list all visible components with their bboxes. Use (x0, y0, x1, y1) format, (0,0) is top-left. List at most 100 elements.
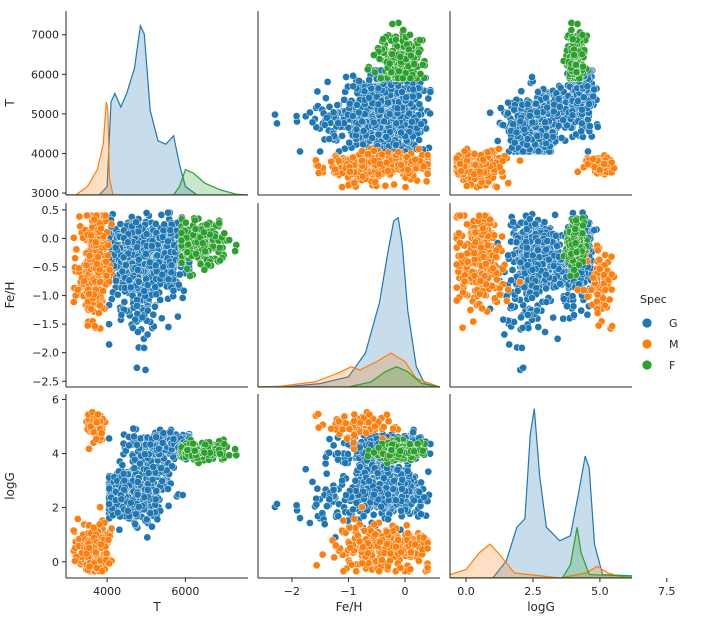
point (375, 55, 384, 63)
point (133, 363, 141, 372)
point (169, 286, 178, 295)
point (414, 48, 423, 57)
point (371, 178, 380, 186)
scatter-series-f (559, 19, 591, 83)
point (471, 160, 480, 169)
point (553, 242, 561, 250)
y-tick-label: 7000 (31, 29, 59, 42)
point (143, 330, 152, 339)
point (292, 112, 301, 120)
point (406, 74, 415, 83)
point (329, 108, 338, 117)
point (585, 100, 594, 108)
point (422, 177, 431, 186)
point (417, 120, 425, 129)
point (334, 119, 343, 128)
point (495, 145, 503, 153)
point (93, 259, 101, 268)
point (528, 73, 536, 81)
point (572, 68, 581, 77)
point (273, 119, 281, 128)
point (358, 117, 366, 126)
point (142, 230, 151, 239)
point (327, 157, 336, 166)
point (387, 68, 396, 77)
point (126, 283, 135, 292)
panel-logG-vs-FeH (449, 203, 632, 388)
point (385, 59, 394, 68)
point (95, 309, 103, 317)
point (323, 113, 331, 122)
point (516, 156, 524, 165)
point (556, 102, 564, 111)
point (549, 107, 558, 116)
point (590, 85, 599, 94)
point (411, 155, 419, 164)
point (117, 311, 126, 319)
point (131, 315, 140, 324)
scatter-series-g (486, 66, 602, 156)
point (407, 117, 416, 126)
point (164, 275, 173, 284)
point (151, 220, 160, 228)
point (101, 211, 110, 220)
point (404, 165, 412, 174)
point (140, 287, 148, 295)
point (90, 215, 99, 224)
point (607, 158, 616, 167)
point (181, 218, 190, 227)
point (271, 110, 279, 119)
point (132, 218, 140, 227)
point (354, 108, 363, 117)
y-tick-label: 6000 (31, 68, 59, 81)
point (121, 261, 130, 270)
scatter-series-g (105, 208, 194, 374)
point (540, 218, 549, 226)
point (568, 35, 577, 44)
point (589, 155, 598, 163)
point (543, 103, 552, 112)
point (96, 278, 104, 286)
point (133, 302, 141, 310)
point (129, 324, 137, 332)
point (370, 51, 378, 59)
point (396, 52, 405, 61)
panel-logG-vs-T (449, 11, 632, 196)
y-tick-label: −1.5 (32, 318, 59, 331)
point (104, 241, 113, 250)
point (349, 82, 358, 91)
point (69, 233, 78, 242)
point (554, 121, 563, 130)
point (316, 147, 324, 156)
point (200, 228, 208, 237)
point (384, 98, 392, 107)
y-tick-label: −0.5 (32, 261, 59, 274)
point (338, 183, 346, 191)
point (359, 140, 367, 149)
point (355, 77, 364, 85)
point (390, 180, 398, 189)
point (314, 169, 323, 177)
point (323, 78, 332, 86)
point (333, 101, 342, 109)
point (572, 60, 580, 69)
point (105, 265, 114, 274)
point (415, 145, 423, 153)
point (203, 220, 211, 229)
point (563, 302, 571, 311)
point (499, 157, 507, 165)
y-tick-label: −1.0 (32, 290, 59, 303)
point (399, 26, 408, 34)
point (374, 170, 383, 179)
point (574, 97, 582, 105)
panel-FeH-vs-T (257, 11, 440, 196)
point (393, 104, 402, 113)
point (589, 92, 598, 101)
point (177, 259, 186, 267)
point (584, 147, 592, 156)
point (532, 99, 540, 108)
point (573, 167, 582, 176)
point (578, 105, 586, 114)
point (380, 117, 388, 126)
point (80, 277, 89, 285)
